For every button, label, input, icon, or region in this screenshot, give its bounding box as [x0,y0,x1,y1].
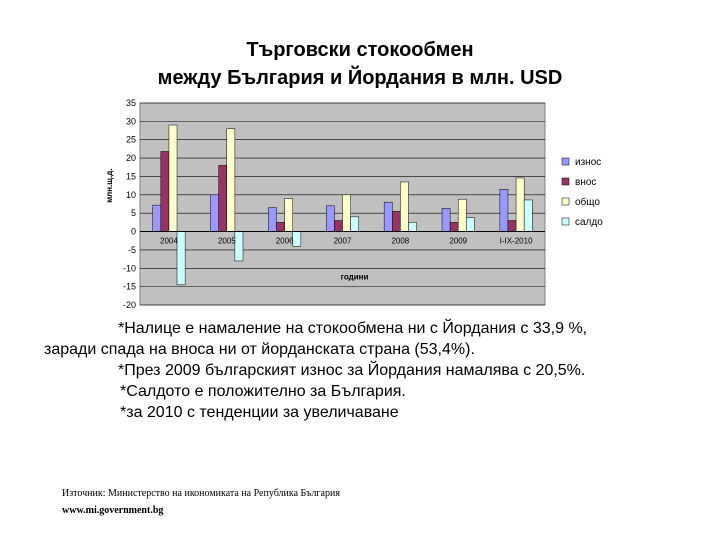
bar-внос-2007 [334,220,343,232]
x-tick-label: 2008 [391,237,409,246]
bar-общо-2009 [457,198,467,232]
bar-салдо-2004 [176,231,186,286]
y-tick-label: -5 [128,245,136,255]
y-tick-label: 10 [126,190,136,200]
bar-общо-I-IX-2010 [515,177,525,232]
x-tick-label: 2007 [334,237,352,246]
bar-салдо-2007 [350,216,359,232]
y-tick-label: 35 [126,98,136,108]
note-1: *Налице е намаление на стокообмена ни с … [118,320,588,337]
legend-swatch-салдо [561,217,570,226]
x-tick-label: 2005 [218,237,236,246]
chart-title: Търговски стокообмен между България и Йо… [0,36,720,92]
y-tick-label: 25 [126,135,136,145]
bar-внос-2008 [392,211,401,232]
x-tick-label: 2006 [276,237,294,246]
bar-износ-2009 [441,208,451,232]
bar-салдо-I-IX-2010 [523,199,533,232]
y-tick-label: 0 [131,227,136,237]
x-tick-label: 2009 [449,237,467,246]
note-4: *Салдото е положително за България. [120,383,406,400]
bar-общо-2008 [400,181,409,232]
y-tick-label: 20 [126,153,136,163]
note-5: *за 2010 с тенденции за увеличаване [120,404,399,421]
y-tick-label: -15 [123,282,136,292]
legend-label: износ [575,157,601,168]
bar-общо-2004 [168,124,178,232]
bar-салдо-2005 [234,231,244,262]
y-tick-label: 15 [126,171,136,181]
legend-label: общо [575,196,600,208]
y-axis-label: млн.щ.д. [105,168,114,202]
title-line-1: Търговски стокообмен [246,39,474,61]
bar-общо-2006 [284,198,293,232]
bar-износ-I-IX-2010 [499,189,509,232]
legend-label: салдо [575,217,603,228]
y-tick-label: -20 [123,300,136,308]
bar-салдо-2009 [466,217,475,232]
y-tick-label: 5 [131,208,136,218]
legend-swatch-общо [561,197,570,206]
legend-swatch-внос [561,177,570,186]
bar-общо-2005 [226,128,236,232]
title-line-2: между България и Йордания в млн. USD [157,67,563,89]
x-tick-label: 2004 [160,237,178,246]
bar-износ-2006 [268,207,277,232]
bar-внос-2009 [449,222,459,232]
bar-салдо-2006 [292,231,302,247]
note-3: *През 2009 българският износ за Йордания… [118,362,586,379]
legend-swatch-износ [561,157,570,166]
y-tick-label: 30 [126,116,136,126]
source-text: Източник: Министерство на икономиката на… [62,488,340,499]
bar-внос-I-IX-2010 [507,220,517,232]
x-axis-label: години [341,272,369,281]
x-tick-label: I-IX-2010 [500,237,533,246]
y-tick-label: -10 [123,263,136,273]
bar-износ-2005 [210,194,219,232]
source-url: www.mi.government.bg [62,505,164,516]
note-2: заради спада на вноса ни от йорданската … [44,341,475,358]
bar-внос-2005 [218,165,228,232]
bar-внос-2006 [276,222,285,232]
bar-общо-2007 [342,194,351,232]
trade-bar-chart: 35 30 25 20 15 10 5 0 -5 -10 -15 -20 млн.щ.д. 2004 200… [105,98,603,308]
bar-внос-2004 [160,151,170,232]
bar-износ-2004 [152,204,162,232]
bar-износ-2008 [383,201,393,232]
bar-салдо-2008 [408,222,417,232]
legend-label: внос [575,177,596,188]
bar-износ-2007 [326,205,335,232]
